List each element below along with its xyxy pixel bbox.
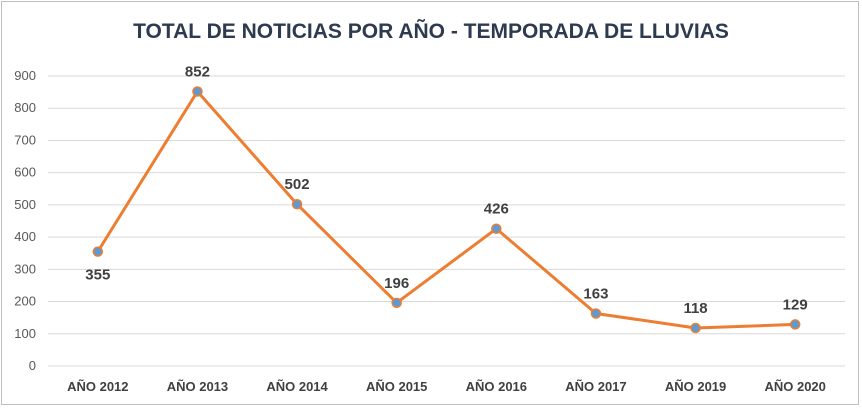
data-label: 196 (384, 275, 409, 292)
y-tick-label: 800 (14, 100, 36, 115)
x-axis-categories: AÑO 2012 AÑO 2013 AÑO 2014 AÑO 2015 AÑO 2016… (67, 379, 826, 394)
x-category-label: AÑO 2013 (167, 379, 228, 394)
x-category-label: AÑO 2014 (266, 379, 328, 394)
x-category-label: AÑO 2016 (466, 379, 527, 394)
data-point (92, 246, 104, 257)
y-tick-label: 0 (29, 358, 36, 373)
series-markers (92, 86, 801, 334)
x-category-label: AÑO 2015 (366, 379, 427, 394)
data-label: 355 (85, 267, 110, 284)
data-label: 118 (683, 300, 707, 317)
x-category-label: AÑO 2017 (565, 379, 626, 394)
gridlines (48, 75, 845, 367)
x-category-label: AÑO 2019 (665, 379, 726, 394)
data-point (491, 223, 502, 234)
data-point (192, 86, 203, 97)
data-labels: 355 852 502 196 426 163 118 129 (85, 63, 807, 317)
series-polyline (96, 89, 796, 330)
data-point (590, 308, 602, 319)
data-label: 426 (484, 201, 509, 218)
data-point (690, 322, 701, 334)
y-tick-label: 100 (14, 326, 36, 341)
data-label: 129 (783, 296, 808, 313)
data-point (291, 198, 303, 210)
y-tick-label: 900 (14, 68, 36, 83)
y-tick-label: 700 (14, 132, 36, 147)
data-label: 163 (583, 285, 608, 302)
x-category-label: AÑO 2020 (764, 379, 825, 394)
y-tick-label: 200 (14, 294, 36, 309)
chart-title: TOTAL DE NOTICIAS POR AÑO - TEMPORADA DE… (133, 20, 729, 43)
series-line (96, 89, 796, 330)
y-tick-label: 400 (14, 229, 36, 244)
x-category-label: AÑO 2012 (67, 379, 128, 394)
y-tick-label: 600 (14, 165, 36, 180)
data-label: 502 (285, 176, 310, 193)
y-tick-label: 500 (14, 197, 36, 212)
data-point (789, 319, 801, 330)
y-axis-ticks: 0 100 200 300 400 500 600 700 800 900 (14, 68, 36, 373)
y-tick-label: 300 (14, 261, 36, 276)
data-point (391, 297, 402, 309)
data-label: 852 (185, 63, 210, 80)
